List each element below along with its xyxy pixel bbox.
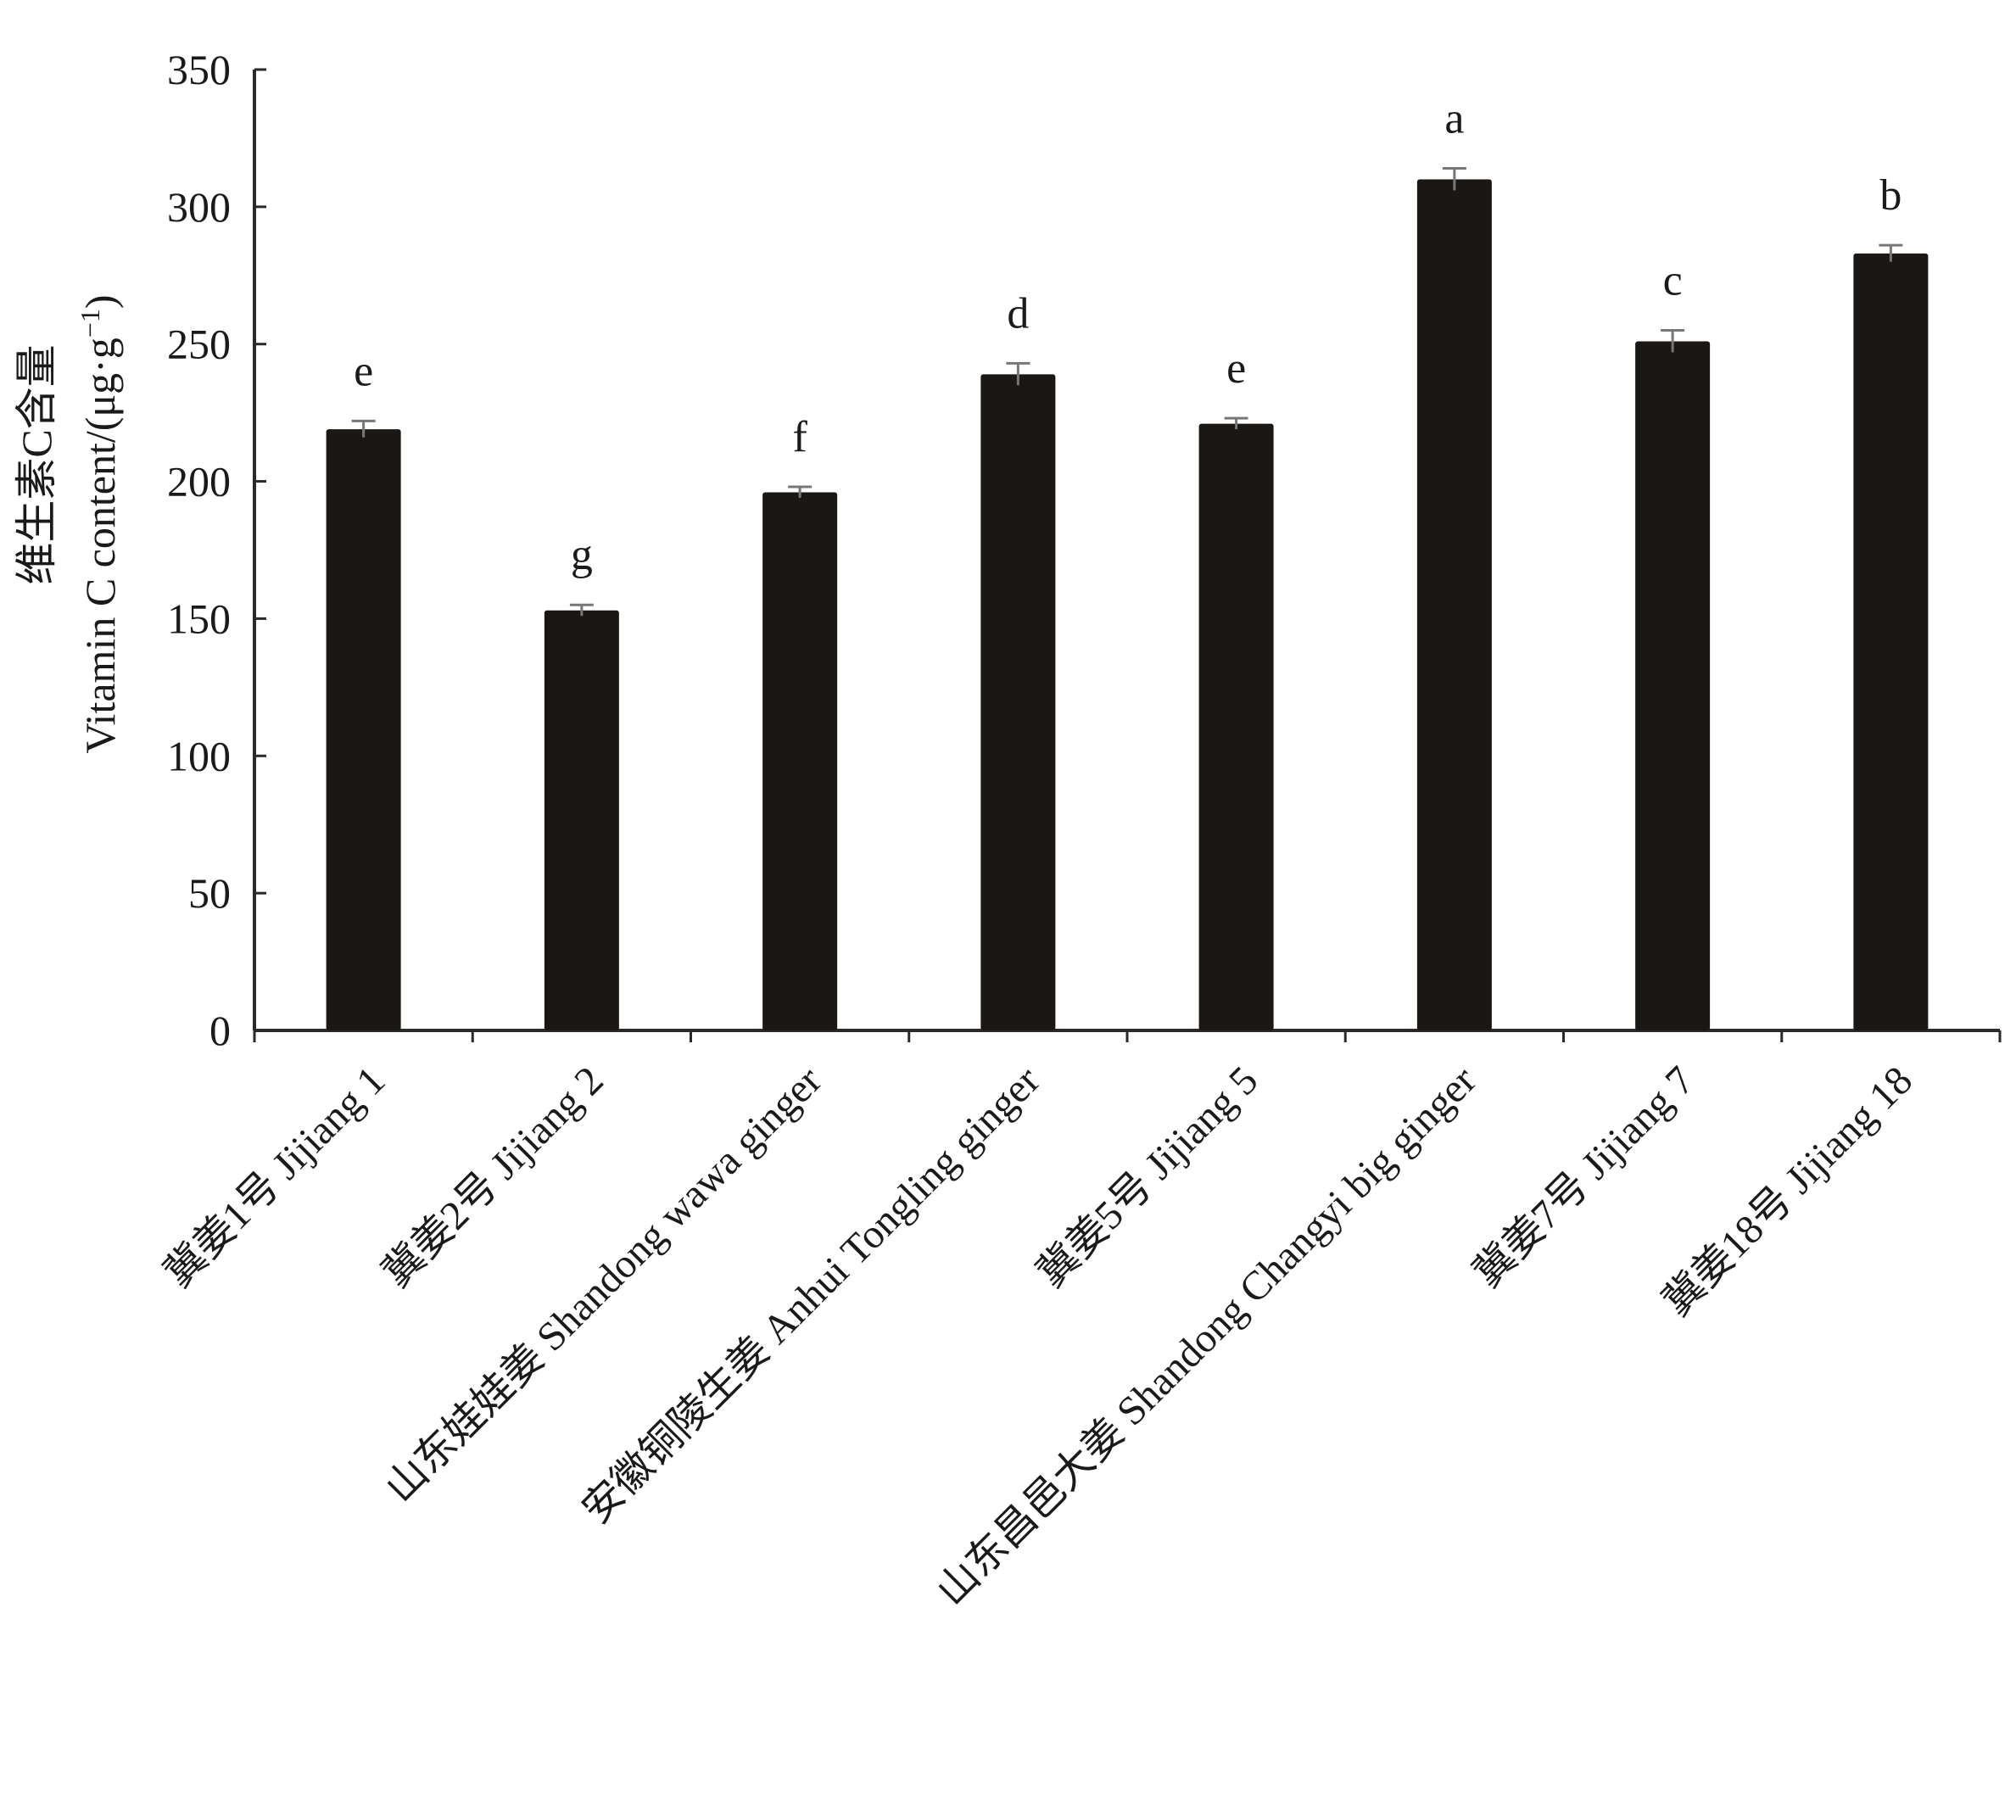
y-axis-title: 维生素C含量 Vitamin C content/(μg·g−1): [13, 294, 124, 753]
y-tick-label: 350: [167, 46, 231, 93]
y-axis-title-en-main: Vitamin C content/(μg·g: [76, 338, 124, 753]
x-tick-label: 冀姜5号 Jijiang 5: [1029, 1058, 1267, 1296]
significance-letter: a: [1444, 95, 1464, 143]
y-tick-label: 50: [188, 869, 231, 917]
y-tick-label: 200: [167, 458, 231, 505]
significance-letters: e g f d e a c b: [354, 95, 1902, 580]
bar: [326, 429, 401, 1031]
significance-letter: f: [792, 413, 807, 461]
y-tick-label: 300: [167, 183, 231, 231]
y-tick-label: 0: [209, 1007, 231, 1054]
y-axis-title-cn: 维生素C含量: [13, 344, 60, 584]
bar: [1635, 341, 1711, 1030]
y-tick-label: 150: [167, 595, 231, 642]
x-tick-label: 冀姜2号 Jijiang 2: [374, 1058, 612, 1296]
bar: [1198, 423, 1274, 1030]
bar: [1853, 253, 1929, 1031]
y-tick-label: 100: [167, 732, 231, 779]
x-tick-label: 山东娃娃姜 Shandong wawa ginger: [377, 1058, 830, 1510]
bar: [762, 492, 838, 1030]
bar: [544, 610, 619, 1030]
y-ticks: 0 50 100 150 200 250 300 350: [167, 46, 266, 1054]
significance-letter: d: [1007, 289, 1029, 338]
significance-letter: g: [571, 531, 593, 579]
x-tick-label: 冀姜1号 Jijiang 1: [156, 1058, 394, 1296]
significance-letter: b: [1879, 171, 1902, 220]
y-axis-title-close: ): [76, 294, 124, 309]
significance-letter: c: [1663, 257, 1683, 305]
bar: [980, 374, 1056, 1030]
axes: [253, 70, 2002, 1042]
significance-letter: e: [354, 347, 373, 395]
bars: [326, 179, 1929, 1031]
y-axis-title-en: Vitamin C content/(μg·g−1): [75, 294, 124, 753]
significance-letter: e: [1226, 344, 1246, 393]
y-axis-title-superscript: −1: [75, 309, 105, 338]
x-tick-label: 冀姜7号 Jijiang 7: [1465, 1058, 1703, 1296]
y-tick-label: 250: [167, 321, 231, 368]
x-tick-label: 安徽铜陵生姜 Anhui Tongling ginger: [574, 1058, 1049, 1532]
bar: [1416, 179, 1492, 1030]
error-bars: [351, 167, 1903, 617]
